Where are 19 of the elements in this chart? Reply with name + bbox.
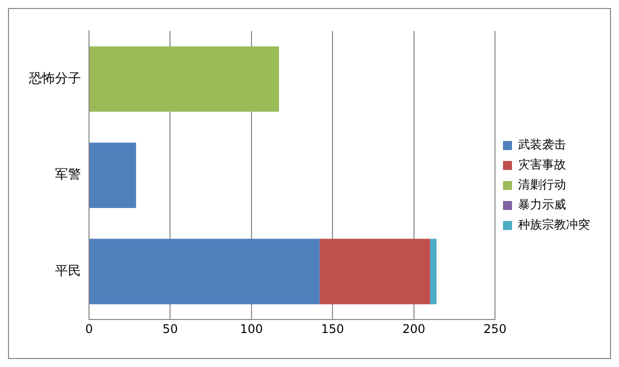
bar [320,238,430,304]
x-tick-label: 150 [321,322,344,336]
x-tick-label: 200 [402,322,426,336]
bar [90,238,320,304]
y-tick-label: 军警 [55,168,81,183]
legend-label: 暴力示威 [518,198,566,212]
legend-label: 种族宗教冲突 [518,218,590,232]
x-tick-label: 0 [85,322,93,336]
y-tick-label: 平民 [55,264,81,279]
y-tick-label: 恐怖分子 [28,71,81,86]
bar [430,238,437,304]
x-tick-label: 100 [240,322,263,336]
legend-label: 武装袭击 [518,138,566,152]
legend-label: 灾害事故 [518,158,566,172]
legend-label: 清剿行动 [518,178,566,192]
x-tick-label: 250 [484,322,506,336]
bar [90,142,136,208]
bar [90,46,280,112]
x-tick-label: 50 [162,322,178,336]
